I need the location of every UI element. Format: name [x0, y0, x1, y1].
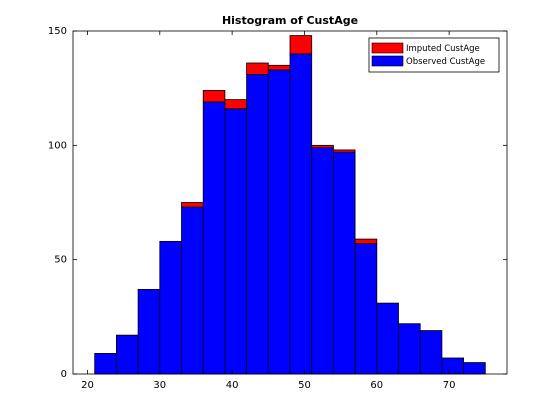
x-tick-label: 70 — [443, 380, 456, 391]
bar — [354, 243, 378, 375]
bar — [332, 151, 356, 375]
x-tick-label: 60 — [370, 380, 383, 391]
bar — [246, 74, 269, 375]
chart-title: Histogram of CustAge — [222, 14, 358, 27]
bar — [311, 144, 334, 149]
legend-swatch — [371, 42, 404, 54]
axes-box — [72, 30, 508, 375]
bar — [332, 149, 356, 153]
x-tick-label: 40 — [226, 380, 239, 391]
bar — [311, 147, 334, 375]
bar — [224, 108, 247, 375]
x-tick-label: 30 — [153, 380, 166, 391]
bar — [116, 334, 139, 375]
bar — [202, 101, 226, 375]
bar — [289, 35, 313, 55]
bar — [463, 362, 486, 375]
bar — [376, 302, 399, 375]
bar — [267, 64, 291, 71]
bar — [137, 288, 161, 375]
y-tick-label: 100 — [48, 140, 67, 151]
y-tick-label: 150 — [48, 26, 67, 37]
bar — [246, 62, 269, 75]
bar — [354, 238, 378, 245]
legend-label: Imputed CustAge — [406, 44, 480, 54]
y-tick-label: 50 — [54, 255, 67, 266]
bar — [289, 53, 313, 375]
legend-swatch — [371, 55, 404, 67]
legend: Imputed CustAge Observed CustAge — [368, 37, 500, 73]
x-tick-label: 50 — [298, 380, 311, 391]
bar — [202, 90, 226, 103]
bar — [224, 99, 247, 110]
legend-label: Observed CustAge — [406, 57, 485, 67]
bar — [181, 202, 204, 208]
x-tick-label: 20 — [81, 380, 94, 391]
bar — [267, 69, 291, 375]
bar — [398, 323, 421, 375]
bar — [94, 353, 117, 375]
bar — [419, 330, 443, 375]
bar — [159, 240, 182, 375]
bar — [181, 206, 204, 375]
y-tick-label: 0 — [61, 369, 67, 380]
bar — [441, 357, 464, 375]
